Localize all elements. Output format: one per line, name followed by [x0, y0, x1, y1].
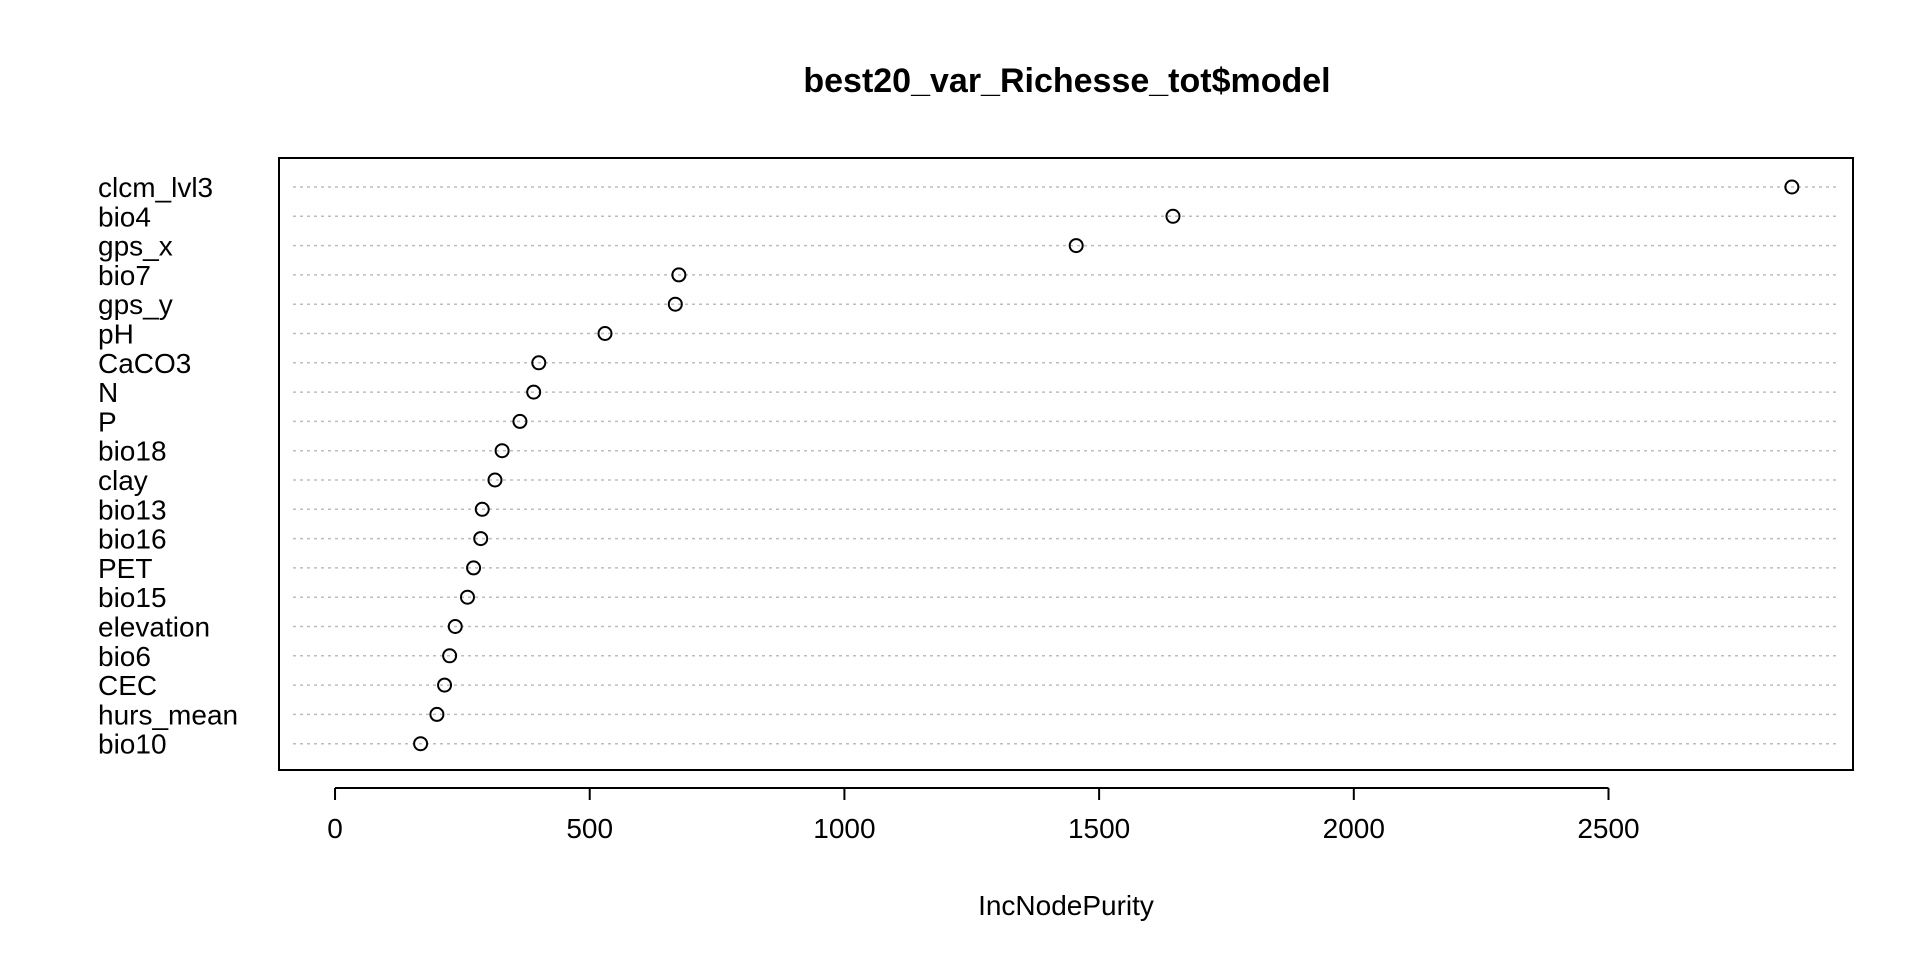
category-label: CEC: [98, 670, 157, 701]
category-label: CaCO3: [98, 348, 191, 379]
data-point: [413, 736, 429, 752]
data-point: [474, 501, 490, 517]
data-point: [1784, 179, 1800, 195]
x-tick-label: 1500: [1068, 813, 1130, 844]
category-label: bio18: [98, 436, 167, 467]
data-point: [597, 326, 613, 341]
data-point: [512, 413, 528, 429]
x-tick-label: 2500: [1577, 813, 1639, 844]
category-label: N: [98, 377, 118, 408]
data-points: [413, 179, 1800, 752]
data-point: [671, 267, 687, 283]
data-point: [487, 472, 503, 488]
chart-title: best20_var_Richesse_tot$model: [803, 62, 1330, 100]
x-tick-label: 500: [566, 813, 613, 844]
x-tick-label: 0: [327, 813, 343, 844]
data-point: [459, 589, 475, 605]
data-point: [1068, 238, 1084, 254]
category-label: gps_x: [98, 231, 173, 262]
category-labels: clcm_lvl3bio4gps_xbio7gps_ypHCaCO3NPbio1…: [98, 172, 238, 760]
data-point: [473, 531, 489, 547]
data-point: [437, 677, 453, 693]
category-label: clay: [98, 465, 148, 496]
category-label: clcm_lvl3: [98, 172, 213, 203]
data-point: [494, 443, 510, 459]
category-label: bio15: [98, 582, 167, 613]
grid-lines: [293, 186, 1840, 745]
category-label: P: [98, 406, 117, 437]
data-point: [442, 648, 458, 664]
x-tick-label: 1000: [813, 813, 875, 844]
data-point: [526, 384, 542, 400]
category-label: bio13: [98, 494, 167, 525]
category-label: gps_y: [98, 289, 173, 320]
category-label: hurs_mean: [98, 699, 238, 730]
category-label: bio10: [98, 729, 167, 760]
category-label: elevation: [98, 612, 210, 643]
category-label: bio7: [98, 260, 151, 291]
category-label: PET: [98, 553, 152, 584]
data-point: [1165, 208, 1181, 224]
data-point: [447, 619, 463, 634]
category-label: bio16: [98, 524, 167, 555]
category-label: bio4: [98, 201, 151, 232]
x-axis: 0 500 1000 1500 2000 2500: [327, 787, 1640, 844]
category-label: bio6: [98, 641, 151, 672]
data-point: [531, 355, 547, 371]
plot-frame: [278, 157, 1854, 771]
x-tick-label: 2000: [1323, 813, 1385, 844]
data-point: [429, 706, 445, 722]
category-label: pH: [98, 319, 134, 350]
data-point: [466, 560, 482, 576]
x-axis-title: IncNodePurity: [978, 890, 1154, 921]
data-point: [667, 296, 683, 312]
